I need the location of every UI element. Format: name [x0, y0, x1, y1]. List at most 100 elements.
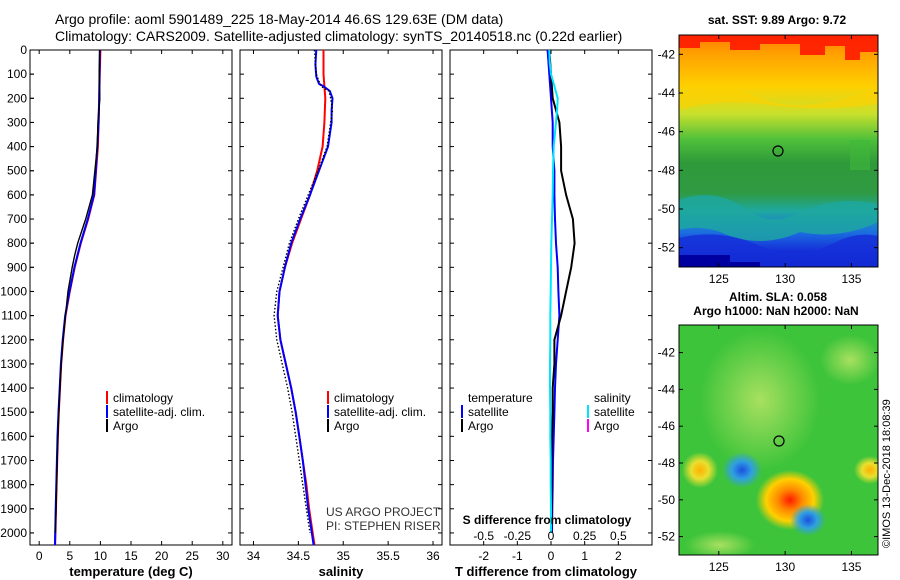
map-y-tick-label: -46 [658, 125, 676, 139]
depth-tick-label: 900 [7, 260, 27, 274]
series-satellite-adj-clim- [276, 49, 334, 546]
legend-satellite-adj: satellite-adj. clim. [113, 405, 205, 419]
map-y-tick-label: -42 [658, 346, 676, 360]
temperature-marks: 0 5 10 15 20 25 30 [30, 49, 232, 563]
map-y-tick-label: -42 [658, 47, 676, 61]
sla-map-frame [678, 324, 879, 556]
depth-tick-label: 100 [7, 67, 27, 81]
x-tick-label: -2 [478, 549, 489, 563]
map-y-tick-label: -52 [658, 241, 676, 255]
depth-tick-label: 300 [7, 115, 27, 129]
depth-axis: 0 100 200 300 400 500 600 700 800 900 1000 1100 1200… [0, 43, 34, 540]
s-diff-tick-label: 0.5 [610, 529, 627, 543]
sla-map-title: Altim. SLA: 0.058 [729, 290, 827, 304]
series-argo [273, 49, 334, 534]
x-tick-label: 36 [426, 549, 440, 563]
sla-map-subtitle: Argo h1000: NaN h2000: NaN [693, 304, 858, 318]
map-y-tick-label: -44 [658, 86, 676, 100]
sst-map-axes: 125 130 135 -42 -44 -46 -48 -50 -52 [658, 35, 878, 286]
map-y-tick-label: -48 [658, 163, 676, 177]
s-diff-tick-label: 0.25 [573, 529, 597, 543]
series-salinity-satellite [548, 49, 559, 533]
depth-tick-label: 1300 [0, 357, 27, 371]
s-difference-label: S difference from climatology [463, 513, 632, 527]
depth-tick-label: 200 [7, 91, 27, 105]
figure-title-line1: Argo profile: aoml 5901489_225 18-May-20… [55, 11, 504, 27]
salinity-panel [239, 49, 443, 546]
depth-tick-label: 1100 [1, 309, 27, 323]
map-x-tick-label: 135 [841, 272, 861, 286]
legend-temp-argo: Argo [468, 419, 494, 433]
series-argo [54, 49, 101, 533]
sst-map [679, 35, 878, 267]
temperature-panel [29, 49, 233, 546]
project-credit-line1: US ARGO PROJECT [326, 505, 441, 519]
map-y-tick-label: -44 [658, 382, 676, 396]
series-temperature-satellite [546, 49, 561, 533]
x-tick-label: 34 [247, 549, 261, 563]
argo-location-marker [773, 435, 785, 447]
map-x-tick-label: 130 [775, 560, 795, 574]
x-tick-label: 30 [216, 549, 230, 563]
difference-legend: temperature satellite Argo salinity sate… [461, 391, 635, 433]
legend-sal-satellite: satellite [594, 405, 635, 419]
map-y-tick-label: -50 [658, 493, 676, 507]
x-tick-label: 10 [94, 549, 108, 563]
legend-climatology: climatology [113, 391, 173, 405]
sla-map-axes: 125 130 135 -42 -44 -46 -48 -50 -52 [658, 325, 878, 574]
x-tick-label: 35.5 [376, 549, 400, 563]
sst-map-title: sat. SST: 9.89 Argo: 9.72 [708, 13, 847, 27]
legend-temp-satellite: satellite [468, 405, 509, 419]
sst-map-frame [678, 34, 879, 268]
difference-marks: -2 -1 0 1 2 -0.5 -0.25 0 0.25 0.5 [450, 49, 652, 563]
depth-tick-label: 1900 [0, 502, 27, 516]
x-tick-label: 15 [124, 549, 138, 563]
salinity-legend: climatology satellite-adj. clim. Argo [327, 391, 426, 433]
x-tick-label: 1 [581, 549, 588, 563]
legend-climatology: climatology [334, 391, 394, 405]
legend-salinity-title: salinity [594, 391, 631, 405]
map-y-tick-label: -50 [658, 202, 676, 216]
salinity-xlabel: salinity [319, 564, 365, 579]
x-tick-label: 25 [186, 549, 200, 563]
sla-map [679, 325, 878, 555]
depth-tick-label: 1800 [0, 478, 27, 492]
x-tick-label: 35 [337, 549, 351, 563]
depth-tick-label: 500 [7, 164, 27, 178]
map-y-tick-label: -52 [658, 530, 676, 544]
s-diff-tick-label: -0.5 [473, 529, 494, 543]
map-x-tick-label: 125 [709, 272, 729, 286]
salinity-marks: 34 34.5 35 35.5 36 [240, 49, 442, 563]
depth-tick-label: 1200 [0, 333, 27, 347]
x-tick-label: -1 [512, 549, 523, 563]
depth-tick-label: 700 [7, 212, 27, 226]
figure-title-line2: Climatology: CARS2009. Satellite-adjuste… [55, 28, 623, 44]
depth-tick-label: 1700 [0, 453, 27, 467]
series-temperature-argo [548, 49, 576, 533]
project-credit-line2: PI: STEPHEN RISER [326, 519, 441, 533]
legend-argo: Argo [334, 419, 360, 433]
depth-tick-label: 600 [7, 188, 27, 202]
map-y-tick-label: -46 [658, 419, 676, 433]
argo-location-marker [772, 145, 784, 157]
legend-satellite-adj: satellite-adj. clim. [334, 405, 426, 419]
imos-credit: ©IMOS 13-Dec-2018 18:08:39 [881, 399, 893, 548]
temperature-xlabel: temperature (deg C) [69, 564, 193, 579]
x-tick-label: 2 [615, 549, 622, 563]
depth-tick-label: 1000 [0, 284, 27, 298]
depth-tick-label: 0 [20, 43, 27, 57]
depth-tick-label: 1400 [0, 381, 27, 395]
depth-tick-label: 2000 [0, 526, 27, 540]
x-tick-label: 0 [548, 549, 555, 563]
depth-tick-label: 800 [7, 236, 27, 250]
temperature-legend: climatology satellite-adj. clim. Argo [106, 391, 205, 433]
x-tick-label: 20 [155, 549, 169, 563]
map-y-tick-label: -48 [658, 456, 676, 470]
x-tick-label: 5 [66, 549, 73, 563]
s-diff-tick-label: 0 [548, 529, 555, 543]
x-tick-label: 34.5 [287, 549, 311, 563]
legend-argo: Argo [113, 419, 139, 433]
map-x-tick-label: 125 [709, 560, 729, 574]
depth-tick-label: 1500 [0, 405, 27, 419]
